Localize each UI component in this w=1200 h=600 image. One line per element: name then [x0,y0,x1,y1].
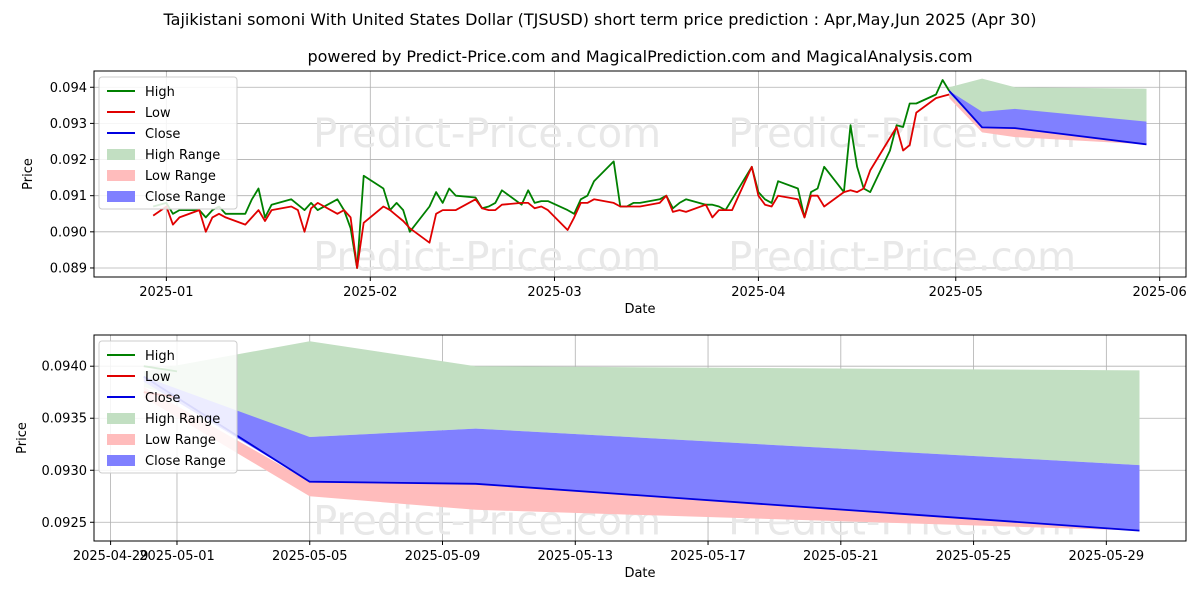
top-legend: High Low Close High Range Low Range Close Ran… [98,76,238,210]
top-y-tick-label: 0.092 [50,153,87,168]
bottom-legend-label-high-range: High Range [145,412,220,427]
top-low-line [152,93,950,269]
top-legend-label-close: Close [145,127,180,142]
bottom-x-axis-label: Date [624,566,655,581]
top-y-tick-label: 0.093 [50,117,87,132]
bottom-legend-swatch-high-range [107,413,135,424]
bottom-x-tick-label: 2025-05-21 [803,549,879,564]
bottom-legend-label-low-range: Low Range [145,433,216,448]
top-y-axis-label: Price [21,158,36,190]
top-axes-frame [93,70,1187,278]
top-watermark: Predict-Price.com [728,234,1076,280]
bottom-y-tick-label: 0.0940 [42,360,88,375]
bottom-y-tick-label: 0.0935 [42,412,88,427]
top-legend-label-low-range: Low Range [145,169,216,184]
bottom-high-range-band [143,341,1140,466]
bottom-legend-label-low: Low [145,370,171,385]
top-legend-swatch-high-range [107,149,135,160]
top-x-tick-label: 2025-02 [343,285,397,300]
bottom-plot-area [143,341,1140,532]
bottom-x-tick-label: 2025-05-17 [670,549,746,564]
bottom-x-tick-label: 2025-05-05 [272,549,348,564]
bottom-x-tick-label: 2025-05-29 [1069,549,1145,564]
bottom-legend-label-close: Close [145,391,180,406]
bottom-legend-swatch-close-range [107,455,135,466]
top-watermark: Predict-Price.com [313,111,661,157]
bottom-y-tick-label: 0.0930 [42,464,88,479]
top-y-tick-label: 0.090 [50,225,87,240]
top-watermark: Predict-Price.com [313,234,661,280]
bottom-legend-label-close-range: Close Range [145,454,226,469]
top-high-line [152,79,950,269]
top-legend-swatch-low-range [107,170,135,181]
bottom-y-tick-label: 0.0925 [42,516,88,531]
top-x-tick-label: 2025-04 [731,285,785,300]
bottom-legend-label-high: High [145,349,175,364]
top-y-tick-label: 0.091 [50,189,87,204]
top-close-range-band [949,90,1147,145]
top-y-tick-label: 0.089 [50,261,87,276]
top-legend-label-close-range: Close Range [145,190,226,205]
bottom-y-axis-label: Price [15,422,30,454]
top-close-line [948,90,1147,146]
bottom-panel: Predict-Price.comPredict-Price.comPredic… [15,334,1187,581]
bottom-x-tick-label: 2025-05-13 [537,549,613,564]
bottom-low-range-band [143,387,1140,531]
top-legend-label-high-range: High Range [145,148,220,163]
top-x-tick-label: 2025-05 [929,285,983,300]
top-plot-area [152,78,1147,269]
top-legend-label-low: Low [145,106,171,121]
top-x-tick-label: 2025-06 [1133,285,1187,300]
bottom-x-tick-label: 2025-04-29 [73,549,149,564]
bottom-x-tick-label: 2025-05-25 [936,549,1012,564]
chart-subtitle: powered by Predict-Price.com and Magical… [307,47,972,66]
top-y-tick-label: 0.094 [50,81,87,96]
top-legend-swatch-close-range [107,191,135,202]
top-x-tick-label: 2025-03 [527,285,581,300]
top-legend-label-high: High [145,85,175,100]
bottom-x-tick-label: 2025-05-01 [139,549,215,564]
top-x-axis-label: Date [624,302,655,317]
top-panel: Predict-Price.com Predict-Price.com Predic… [21,70,1187,317]
chart-title: Tajikistani somoni With United States Do… [163,10,1037,29]
bottom-close-range-band [143,376,1140,531]
bottom-legend: High Low Close High Range Low Range Close Ran… [98,340,238,474]
bottom-x-tick-label: 2025-05-09 [405,549,481,564]
bottom-axes-frame [93,334,1187,542]
bottom-legend-swatch-low-range [107,434,135,445]
top-x-tick-label: 2025-01 [139,285,193,300]
top-low-range-band [949,94,1147,145]
